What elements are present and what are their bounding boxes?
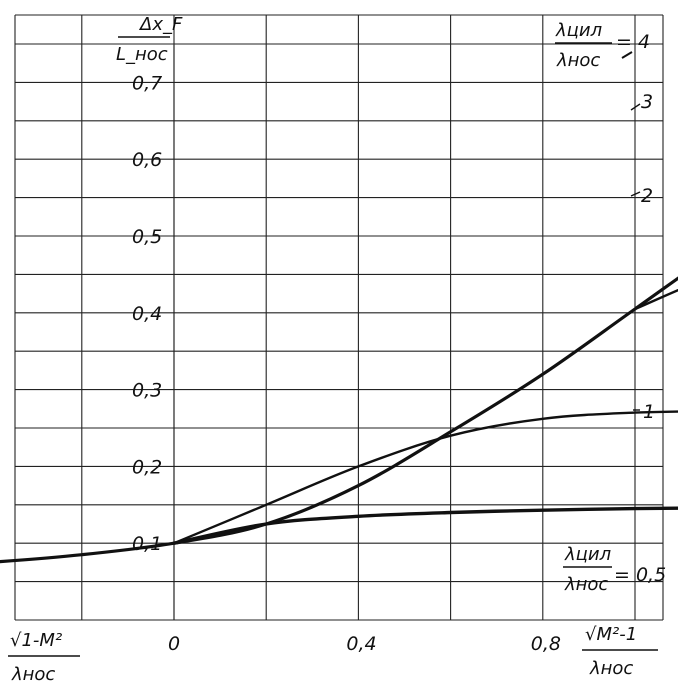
x-axis-right-label: √M²-1 λнос (582, 624, 658, 679)
x-tick-label: 0,8 (531, 633, 561, 655)
ratio-label-top-denominator: λнос (556, 50, 600, 71)
curve-label-2: 2 (641, 185, 653, 207)
grid (14, 14, 664, 621)
x-axis-right-denominator: λнос (589, 658, 633, 679)
y-axis-label-numerator: Δx_F (138, 14, 183, 35)
series-line-0-5 (172, 506, 678, 545)
curves (0, 276, 678, 564)
y-tick-label: 0,7 (132, 72, 162, 94)
x-axis-left-label: √1-M² λнос (8, 630, 80, 685)
ratio-label-top: λцил λнос = 4 (555, 20, 650, 71)
series-line-1 (172, 410, 678, 545)
curve-label-4: = 4 (616, 31, 650, 53)
ratio-label-bottom-numerator: λцил (564, 544, 611, 565)
y-axis-label-denominator: L_нос (116, 44, 168, 65)
y-tick-label: 0,3 (132, 380, 162, 402)
y-tick-label: 0,4 (132, 303, 162, 325)
y-tick-label: 0,1 (132, 533, 162, 555)
y-axis-label: Δx_F L_нос (116, 14, 183, 65)
y-tick-label: 0,5 (132, 226, 162, 248)
x-axis-left-numerator: √1-M² (10, 630, 62, 651)
x-tick-label: 0 (168, 633, 180, 655)
x-axis-right-numerator: √M²-1 (585, 624, 637, 645)
x-axis-left-denominator: λнос (11, 664, 55, 685)
ratio-label-bottom: λцил λнос = 0,5 (563, 544, 666, 595)
y-tick-label: 0,6 (132, 149, 162, 171)
y-tick-label: 0,2 (132, 456, 162, 478)
curve-label-3: 3 (641, 91, 653, 113)
x-tick-label: 0,4 (346, 633, 376, 655)
ratio-label-top-numerator: λцил (555, 20, 602, 41)
curve-label-1: 1 (643, 401, 655, 423)
curve-label-0-5: = 0,5 (614, 564, 666, 586)
ratio-label-bottom-denominator: λнос (564, 574, 608, 595)
tick-labels: 00,40,81,21,62,00,10,20,30,40,50,60,7 (132, 72, 561, 655)
series-line-4 (0, 276, 678, 564)
